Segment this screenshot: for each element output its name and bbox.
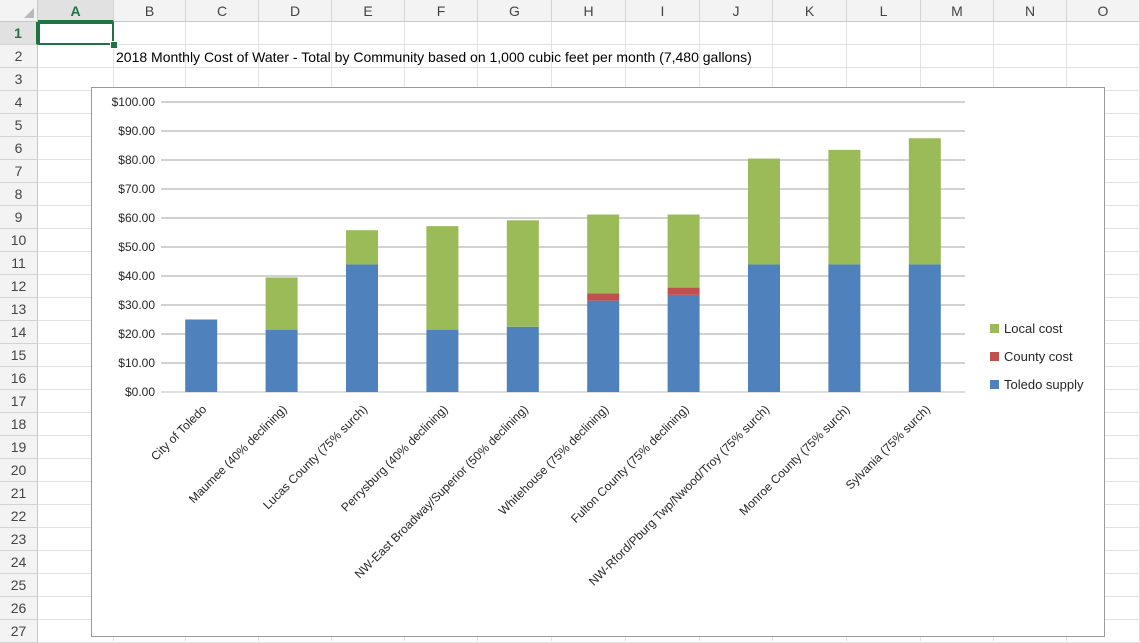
row-header-2[interactable]: 2 <box>0 45 38 68</box>
row-header-17[interactable]: 17 <box>0 390 38 413</box>
column-header-l[interactable]: L <box>847 0 921 22</box>
bar-toledo-supply <box>667 294 700 392</box>
y-tick-label: $10.00 <box>118 356 155 370</box>
stacked-bar-chart[interactable]: $0.00 $10.00 $20.00 $30.00 $40.00 $50.00 $60.0… <box>91 87 1105 637</box>
row-header-11[interactable]: 11 <box>0 252 38 275</box>
bar-local-cost <box>908 138 941 265</box>
row-header-6[interactable]: 6 <box>0 137 38 160</box>
legend-swatch <box>990 352 999 361</box>
column-header-b[interactable]: B <box>114 0 186 22</box>
column-header-o[interactable]: O <box>1067 0 1140 22</box>
row-header-25[interactable]: 25 <box>0 574 38 597</box>
y-tick-label: $0.00 <box>125 385 155 399</box>
column-header-d[interactable]: D <box>259 0 332 22</box>
column-header-g[interactable]: G <box>478 0 552 22</box>
y-tick-label: $30.00 <box>118 298 155 312</box>
row-header-10[interactable]: 10 <box>0 229 38 252</box>
row-header-27[interactable]: 27 <box>0 620 38 643</box>
row-header-9[interactable]: 9 <box>0 206 38 229</box>
bar-county-cost <box>587 293 620 301</box>
y-tick-label: $40.00 <box>118 269 155 283</box>
bar-local-cost <box>828 149 861 265</box>
y-tick-label: $80.00 <box>118 153 155 167</box>
row-header-7[interactable]: 7 <box>0 160 38 183</box>
column-header-i[interactable]: I <box>626 0 700 22</box>
legend-entry: Local cost <box>1004 321 1063 336</box>
bar-local-cost <box>748 158 780 265</box>
legend-entry: Toledo supply <box>1004 377 1084 392</box>
row-header-23[interactable]: 23 <box>0 528 38 551</box>
cell-b2-title[interactable]: 2018 Monthly Cost of Water - Total by Co… <box>116 49 752 65</box>
bar-toledo-supply <box>265 329 298 392</box>
column-header-n[interactable]: N <box>994 0 1067 22</box>
row-header-3[interactable]: 3 <box>0 68 38 91</box>
row-header-26[interactable]: 26 <box>0 597 38 620</box>
bar-toledo-supply <box>426 329 459 392</box>
column-header-f[interactable]: F <box>405 0 478 22</box>
selected-cell-a1[interactable] <box>38 22 114 45</box>
x-category-label: City of Toledo <box>148 402 209 463</box>
y-tick-label: $60.00 <box>118 211 155 225</box>
bar-local-cost <box>265 277 298 330</box>
legend-swatch <box>990 324 999 333</box>
bar-toledo-supply <box>908 264 941 392</box>
row-header-12[interactable]: 12 <box>0 275 38 298</box>
bar-local-cost <box>426 226 459 330</box>
row-gridline <box>38 44 1140 45</box>
legend-swatch <box>990 380 999 389</box>
select-all-corner[interactable] <box>0 0 38 22</box>
row-header-1[interactable]: 1 <box>0 22 38 45</box>
y-tick-label: $20.00 <box>118 327 155 341</box>
row-header-18[interactable]: 18 <box>0 413 38 436</box>
y-tick-label: $90.00 <box>118 124 155 138</box>
column-header-k[interactable]: K <box>773 0 847 22</box>
column-header-c[interactable]: C <box>186 0 259 22</box>
bar-toledo-supply <box>828 264 861 392</box>
bar-county-cost <box>667 287 700 295</box>
row-header-19[interactable]: 19 <box>0 436 38 459</box>
bar-local-cost <box>587 214 620 294</box>
bar-toledo-supply <box>587 300 620 392</box>
row-header-8[interactable]: 8 <box>0 183 38 206</box>
fill-handle[interactable] <box>110 41 118 49</box>
row-gridline <box>38 67 1140 68</box>
bar-toledo-supply <box>185 319 218 392</box>
column-header-m[interactable]: M <box>921 0 994 22</box>
chart-canvas: $0.00 $10.00 $20.00 $30.00 $40.00 $50.00 $60.0… <box>112 95 1084 588</box>
bar-toledo-supply <box>346 264 378 392</box>
row-header-4[interactable]: 4 <box>0 91 38 114</box>
legend-entry: County cost <box>1004 349 1073 364</box>
bar-local-cost <box>506 220 539 327</box>
row-header-21[interactable]: 21 <box>0 482 38 505</box>
bar-toledo-supply <box>748 264 780 392</box>
row-header-20[interactable]: 20 <box>0 459 38 482</box>
row-header-13[interactable]: 13 <box>0 298 38 321</box>
bar-toledo-supply <box>506 326 539 392</box>
bar-local-cost <box>346 230 378 265</box>
column-header-h[interactable]: H <box>552 0 626 22</box>
column-header-e[interactable]: E <box>332 0 405 22</box>
y-tick-label: $50.00 <box>118 240 155 254</box>
y-tick-label: $70.00 <box>118 182 155 196</box>
row-header-15[interactable]: 15 <box>0 344 38 367</box>
row-header-24[interactable]: 24 <box>0 551 38 574</box>
row-header-5[interactable]: 5 <box>0 114 38 137</box>
row-header-14[interactable]: 14 <box>0 321 38 344</box>
x-category-label: NW-Rford/Pburg Twp/Nwood/Troy (75% surch… <box>586 402 772 588</box>
row-header-22[interactable]: 22 <box>0 505 38 528</box>
x-category-label: Sylvania (75% surch) <box>843 402 933 492</box>
column-header-j[interactable]: J <box>700 0 773 22</box>
row-header-16[interactable]: 16 <box>0 367 38 390</box>
x-category-label: NW-East Broadway/Superior (50% declining… <box>352 402 531 581</box>
column-header-a[interactable]: A <box>38 0 114 22</box>
bar-local-cost <box>667 214 700 288</box>
y-tick-label: $100.00 <box>112 95 156 109</box>
